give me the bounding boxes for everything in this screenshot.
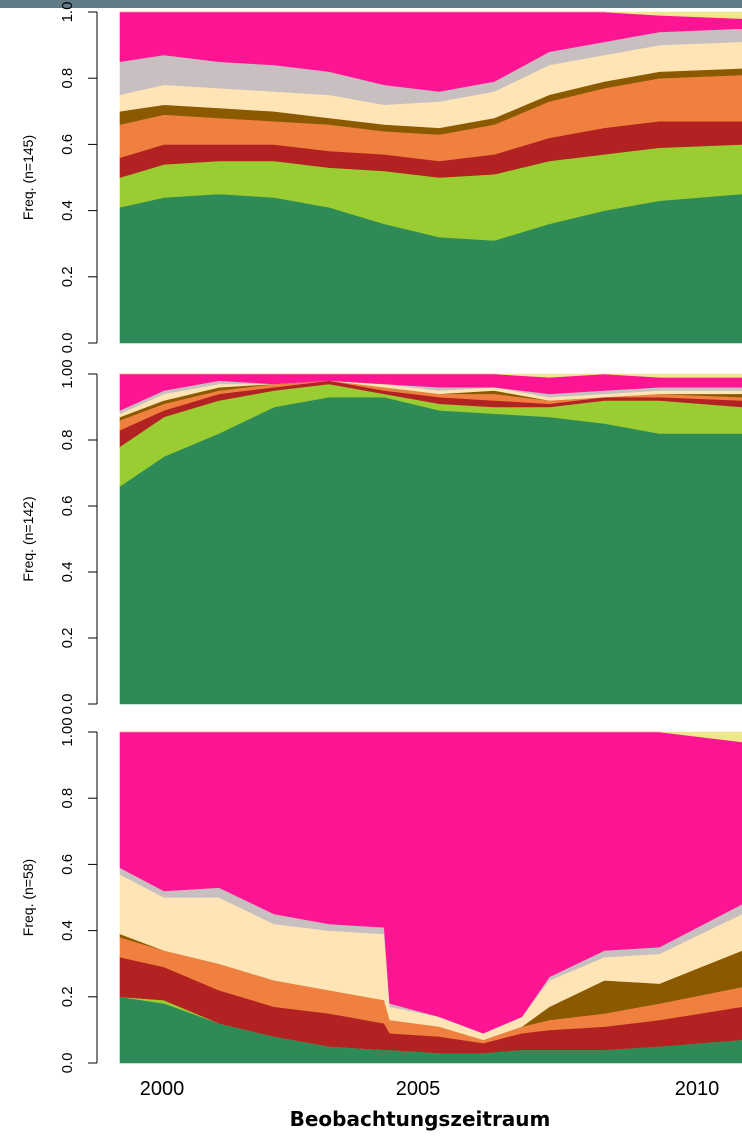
panel-3-ytick-label: 0.4 bbox=[59, 920, 76, 941]
panel-3-area-series-9 bbox=[120, 731, 742, 743]
panel-3-y-axis-label: Freq. (n=58) bbox=[20, 859, 36, 936]
xtick-label-2010: 2010 bbox=[674, 1078, 720, 1100]
panel-1-ytick-label: 1.0 bbox=[59, 2, 76, 23]
xtick-label-2005: 2005 bbox=[395, 1078, 441, 1100]
window-top-edge bbox=[0, 0, 742, 8]
panel-2-area-series-9 bbox=[120, 373, 742, 378]
panel-3-ytick-label: 1.00 bbox=[59, 717, 76, 746]
panel-2-ytick-label: 0.6 bbox=[59, 496, 76, 517]
chart-panels: 0.0 0.2 0.4 0.6 0.8 1.0 Freq. (n=145) 0.0 0.2 0.4… bbox=[20, 2, 742, 1073]
panel-1-ytick-label: 0.2 bbox=[59, 266, 76, 287]
panel-1-area-series-9 bbox=[120, 11, 742, 19]
panel-3-ytick-label: 0.0 bbox=[59, 1053, 76, 1074]
panel-1-ytick-label: 0.4 bbox=[59, 200, 76, 221]
x-axis-title: Beobachtungszeitraum bbox=[289, 1107, 551, 1131]
panel-3-ytick-label: 0.2 bbox=[59, 986, 76, 1007]
panel-3-ytick-label: 0.8 bbox=[59, 788, 76, 809]
panel-2-ytick-label: 0.4 bbox=[59, 562, 76, 583]
panel-2-ytick-label: 0.0 bbox=[59, 694, 76, 715]
panel-2-area-series-1 bbox=[119, 396, 742, 705]
panel-1-ytick-label: 0.8 bbox=[59, 68, 76, 89]
panel-1-ytick-label: 0.0 bbox=[59, 333, 76, 354]
panel-2-y-axis-label: Freq. (n=142) bbox=[20, 496, 36, 581]
panel-1: 0.0 0.2 0.4 0.6 0.8 1.0 Freq. (n=145) bbox=[20, 2, 742, 354]
panel-3-ytick-label: 0.6 bbox=[59, 854, 76, 875]
xtick-label-2000: 2000 bbox=[139, 1078, 185, 1100]
panel-2: 0.0 0.2 0.4 0.6 0.8 1.00 Freq. (n=142) bbox=[20, 359, 742, 714]
panel-2-ytick-label: 0.8 bbox=[59, 430, 76, 451]
panel-1-ytick-label: 0.6 bbox=[59, 134, 76, 155]
panel-2-ytick-label: 0.2 bbox=[59, 628, 76, 649]
panel-2-ytick-label: 1.00 bbox=[59, 359, 76, 388]
panel-1-y-axis-label: Freq. (n=145) bbox=[20, 135, 36, 220]
panel-3: 0.0 0.2 0.4 0.6 0.8 1.00 Freq. (n=58) bbox=[20, 717, 742, 1073]
